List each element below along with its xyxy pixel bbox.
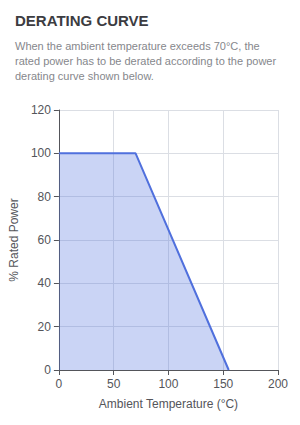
svg-text:Ambient Temperature (°C): Ambient Temperature (°C): [99, 397, 238, 411]
svg-text:50: 50: [107, 377, 121, 391]
svg-text:80: 80: [38, 190, 52, 204]
svg-text:0: 0: [44, 363, 51, 377]
svg-text:DERATING CURVE: DERATING CURVE: [15, 12, 149, 29]
svg-text:100: 100: [158, 377, 178, 391]
svg-text:200: 200: [268, 377, 288, 391]
svg-text:20: 20: [38, 320, 52, 334]
svg-text:rated power has to be derated: rated power has to be derated according …: [15, 55, 279, 67]
svg-text:100: 100: [31, 146, 51, 160]
svg-text:When the ambient temperature e: When the ambient temperature exceeds 70°…: [15, 40, 263, 52]
svg-text:derating curve shown below.: derating curve shown below.: [15, 70, 154, 82]
svg-text:60: 60: [38, 233, 52, 247]
svg-text:40: 40: [38, 276, 52, 290]
svg-text:0: 0: [56, 377, 63, 391]
svg-text:120: 120: [31, 103, 51, 117]
svg-text:% Rated Power: % Rated Power: [7, 198, 21, 281]
svg-text:150: 150: [213, 377, 233, 391]
